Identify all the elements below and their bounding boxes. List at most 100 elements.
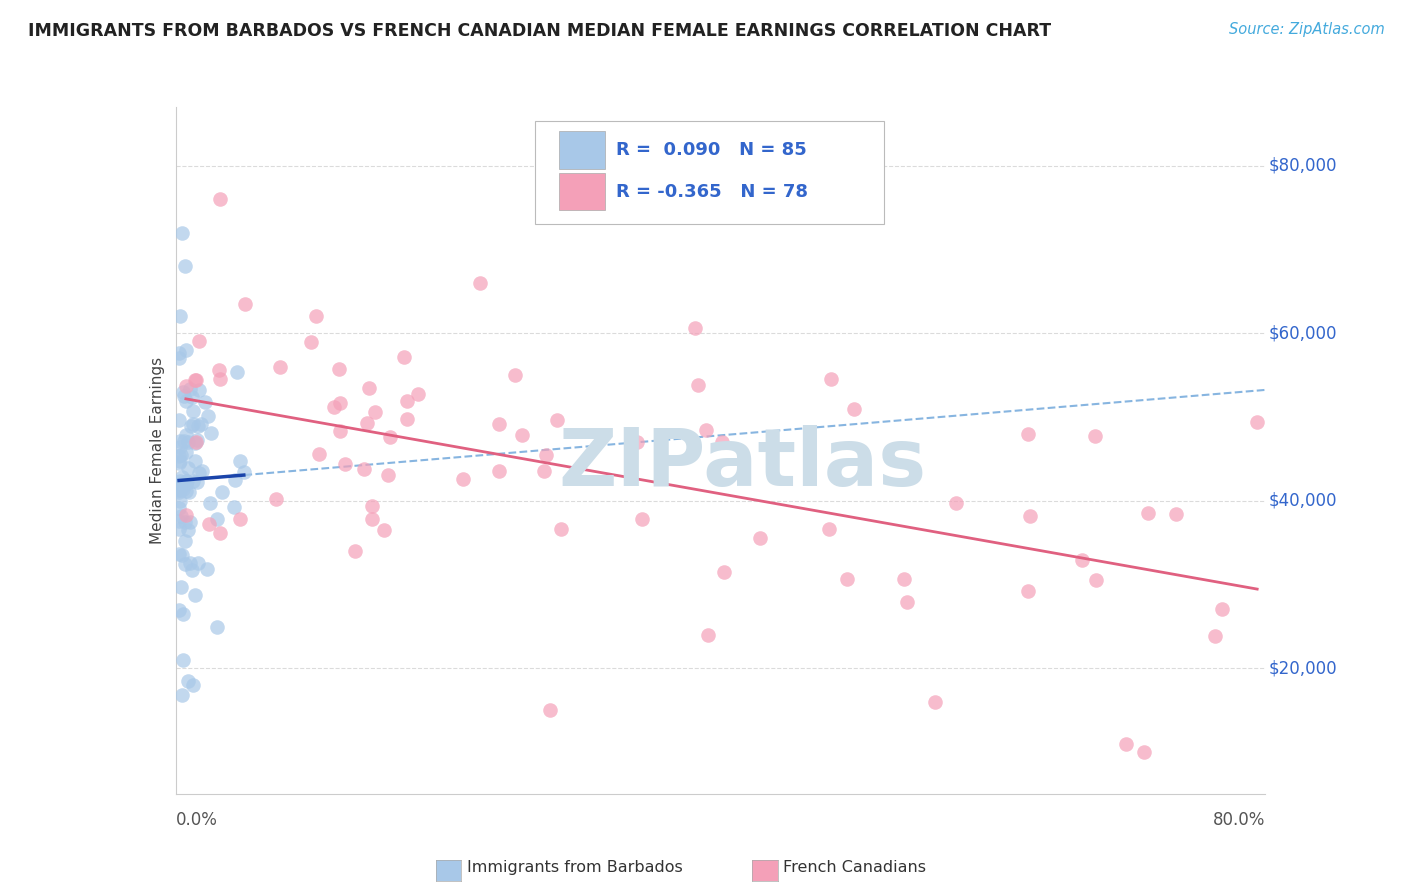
Text: IMMIGRANTS FROM BARBADOS VS FRENCH CANADIAN MEDIAN FEMALE EARNINGS CORRELATION C: IMMIGRANTS FROM BARBADOS VS FRENCH CANAD… bbox=[28, 22, 1052, 40]
Point bbox=[167, 603, 190, 617]
Point bbox=[697, 628, 720, 642]
Text: Immigrants from Barbados: Immigrants from Barbados bbox=[467, 860, 682, 874]
Point bbox=[626, 434, 648, 449]
Point bbox=[170, 448, 193, 462]
Text: R = -0.365   N = 78: R = -0.365 N = 78 bbox=[616, 183, 808, 201]
Point bbox=[179, 556, 201, 570]
Point bbox=[167, 484, 190, 499]
Point bbox=[180, 419, 202, 434]
Point bbox=[896, 595, 918, 609]
FancyBboxPatch shape bbox=[560, 173, 605, 211]
Point bbox=[167, 456, 190, 470]
Point bbox=[184, 435, 207, 450]
Point bbox=[211, 484, 233, 499]
Point bbox=[534, 449, 557, 463]
Point bbox=[177, 674, 200, 689]
Point bbox=[688, 378, 710, 392]
Point bbox=[335, 457, 357, 471]
Point bbox=[299, 334, 322, 349]
Point bbox=[208, 363, 231, 377]
Point bbox=[749, 532, 772, 546]
Point bbox=[173, 434, 195, 449]
Point bbox=[1084, 573, 1107, 587]
Point bbox=[186, 373, 208, 387]
Point bbox=[173, 389, 195, 403]
Text: R =  0.090   N = 85: R = 0.090 N = 85 bbox=[616, 141, 807, 160]
Point bbox=[186, 433, 208, 447]
Point bbox=[170, 508, 193, 523]
Point bbox=[364, 405, 387, 419]
Point bbox=[187, 466, 209, 480]
Text: French Canadians: French Canadians bbox=[783, 860, 927, 874]
Point bbox=[179, 516, 201, 530]
Point bbox=[1211, 602, 1233, 616]
Point bbox=[837, 572, 859, 586]
Point bbox=[184, 436, 207, 450]
Point bbox=[844, 402, 866, 417]
Point bbox=[328, 362, 350, 376]
Point bbox=[167, 522, 190, 536]
Point bbox=[169, 454, 191, 468]
Point bbox=[229, 454, 252, 468]
Point bbox=[170, 226, 193, 240]
Point bbox=[1017, 426, 1039, 441]
Point bbox=[1204, 629, 1226, 643]
Point bbox=[177, 435, 200, 450]
Point bbox=[174, 508, 197, 523]
Point bbox=[184, 588, 207, 602]
Point bbox=[373, 523, 395, 537]
Point bbox=[225, 365, 247, 379]
Point bbox=[228, 512, 250, 526]
Point bbox=[174, 378, 197, 392]
Text: $20,000: $20,000 bbox=[1268, 659, 1337, 677]
Point bbox=[451, 472, 474, 486]
Text: $60,000: $60,000 bbox=[1268, 324, 1337, 343]
Point bbox=[174, 483, 197, 498]
FancyBboxPatch shape bbox=[536, 120, 884, 224]
Point bbox=[488, 464, 510, 478]
Point bbox=[893, 572, 915, 586]
Point bbox=[174, 475, 197, 489]
Point bbox=[1137, 506, 1160, 520]
Point bbox=[184, 454, 207, 468]
Point bbox=[172, 384, 194, 399]
Point bbox=[174, 259, 197, 273]
Point bbox=[174, 516, 197, 530]
Point bbox=[546, 413, 568, 427]
Point bbox=[510, 428, 533, 442]
Point bbox=[186, 475, 208, 490]
Point bbox=[170, 580, 193, 594]
Point bbox=[190, 417, 212, 431]
Point bbox=[177, 484, 200, 499]
Point bbox=[232, 465, 254, 479]
Point bbox=[181, 390, 204, 404]
Text: Source: ZipAtlas.com: Source: ZipAtlas.com bbox=[1229, 22, 1385, 37]
Point bbox=[177, 461, 200, 475]
Point bbox=[169, 480, 191, 494]
Point bbox=[170, 470, 193, 484]
Point bbox=[353, 462, 375, 476]
Point bbox=[323, 400, 346, 414]
Point bbox=[1018, 509, 1040, 524]
Point bbox=[177, 523, 200, 537]
FancyBboxPatch shape bbox=[560, 131, 605, 169]
Point bbox=[269, 359, 291, 374]
Point bbox=[396, 412, 419, 426]
Point bbox=[167, 547, 190, 561]
Point bbox=[209, 526, 232, 541]
Point bbox=[945, 496, 967, 510]
Point bbox=[343, 543, 366, 558]
Point bbox=[205, 512, 228, 526]
Point bbox=[174, 343, 197, 358]
Point bbox=[394, 350, 416, 364]
Point bbox=[200, 425, 222, 440]
Point bbox=[550, 522, 572, 536]
Point bbox=[167, 351, 190, 366]
Point bbox=[190, 465, 212, 479]
Point bbox=[172, 653, 194, 667]
Point bbox=[167, 514, 190, 528]
Point bbox=[167, 483, 190, 497]
Point bbox=[820, 372, 842, 386]
Point bbox=[169, 476, 191, 491]
Point bbox=[184, 373, 207, 387]
